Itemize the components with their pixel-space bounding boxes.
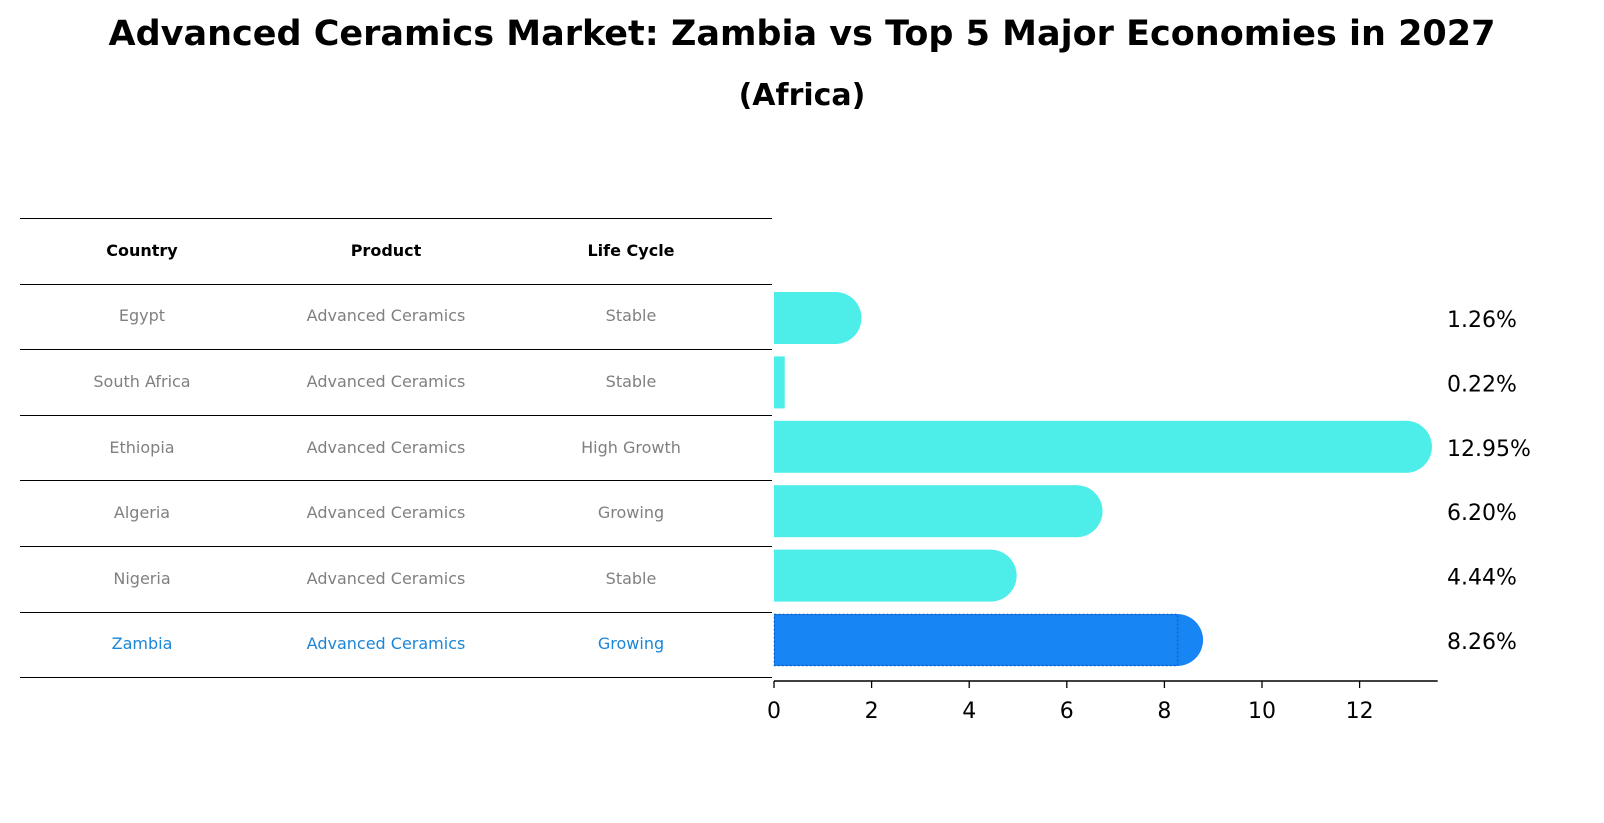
cell-country: Ethiopia (109, 437, 175, 457)
data-label: 6.20% (1447, 501, 1517, 526)
data-label: 8.26% (1447, 630, 1517, 655)
bar (774, 420, 1406, 473)
cell-country: Egypt (118, 306, 166, 326)
data-label: 12.95% (1447, 437, 1531, 462)
table-divider (20, 283, 772, 285)
cell-life-cycle: Stable (605, 568, 657, 588)
cell-country: Zambia (111, 634, 173, 654)
bar-cap (1050, 485, 1103, 538)
cell-product: Advanced Ceramics (306, 568, 466, 588)
cell-life-cycle: Stable (605, 306, 657, 326)
cell-product: Advanced Ceramics (306, 372, 466, 391)
table-divider (20, 480, 772, 482)
bar-cap (1379, 420, 1432, 473)
x-tick-label: 6 (1060, 699, 1074, 724)
x-tick-label: 12 (1346, 699, 1374, 724)
cell-country: South Africa (93, 372, 191, 391)
bar (774, 356, 785, 409)
x-tick-label: 2 (865, 699, 879, 724)
header-life-cycle: Life Cycle (587, 240, 675, 260)
table-divider (20, 349, 772, 351)
cell-product: Advanced Ceramics (306, 437, 466, 457)
table-divider (20, 611, 772, 613)
bar (774, 485, 1077, 538)
header-country: Country (106, 240, 178, 260)
cell-life-cycle: Growing (597, 503, 665, 523)
cell-country: Nigeria (113, 568, 171, 588)
cell-life-cycle: High Growth (581, 437, 681, 457)
x-tick-label: 8 (1157, 699, 1171, 724)
table-divider (20, 414, 772, 416)
data-label: 1.26% (1447, 308, 1517, 333)
cell-product: Advanced Ceramics (306, 503, 466, 523)
bar-cap (964, 549, 1017, 602)
x-tick-label: 10 (1248, 699, 1276, 724)
bar (774, 549, 991, 602)
cell-life-cycle: Stable (605, 372, 657, 391)
bar-cap (809, 292, 862, 344)
chart-title: Advanced Ceramics Market: Zambia vs Top … (108, 14, 1496, 54)
x-tick-label: 4 (962, 699, 976, 724)
x-tick-label: 0 (767, 699, 781, 724)
bar-highlight-outline (773, 613, 1179, 667)
cell-country: Algeria (113, 503, 171, 523)
table-divider (20, 677, 772, 679)
cell-product: Advanced Ceramics (306, 634, 466, 654)
header-product: Product (350, 240, 422, 260)
table-divider (20, 218, 772, 219)
cell-life-cycle: Growing (597, 634, 665, 654)
chart-subtitle: (Africa) (738, 78, 866, 113)
table-divider (20, 546, 772, 547)
data-label: 0.22% (1447, 372, 1517, 397)
bar (774, 614, 1178, 666)
cell-product: Advanced Ceramics (306, 306, 466, 326)
data-label: 4.44% (1447, 566, 1517, 591)
